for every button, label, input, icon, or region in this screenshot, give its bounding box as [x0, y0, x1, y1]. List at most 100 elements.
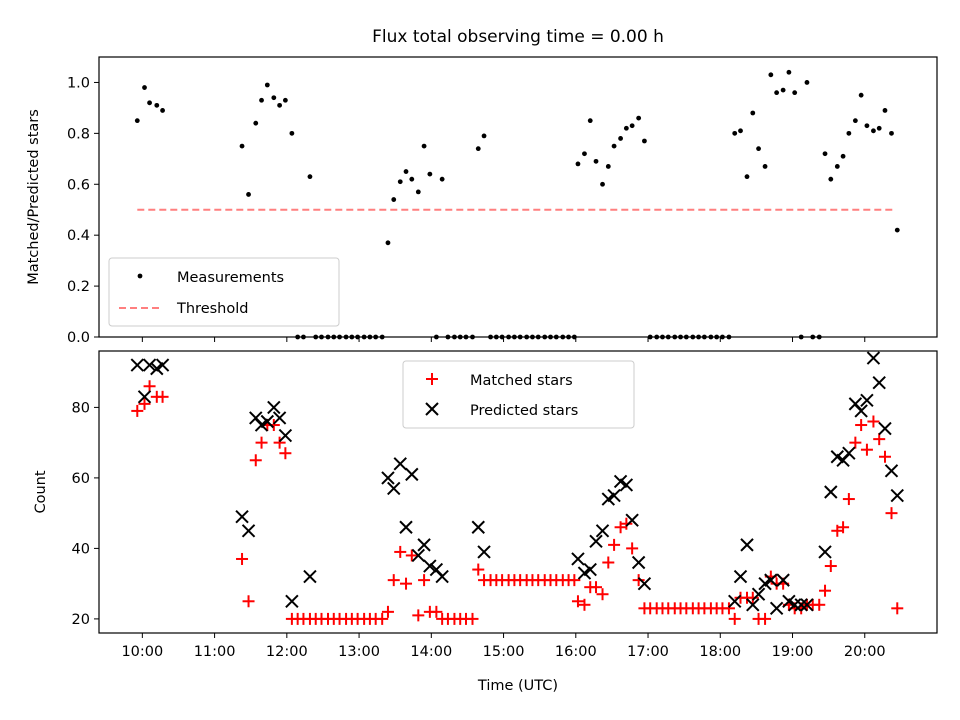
- matched-star-point: [249, 454, 262, 467]
- measurement-point: [421, 143, 427, 149]
- measurement-point: [147, 100, 152, 106]
- measurement-point: [154, 102, 160, 108]
- matched-star-point: [590, 581, 603, 594]
- matched-star-point: [255, 436, 268, 449]
- measurement-point: [889, 130, 894, 136]
- predicted-star-point: [607, 488, 621, 503]
- measurement-point: [876, 125, 882, 131]
- legend-matched-label: Matched stars: [470, 373, 573, 389]
- bottom-x-tick-label: 14:00: [410, 644, 452, 660]
- predicted-star-point: [764, 573, 778, 587]
- bottom-x-tick-label: 13:00: [338, 644, 380, 660]
- predicted-star-point: [854, 404, 868, 418]
- measurement-point: [587, 118, 593, 124]
- bottom-x-tick-label: 16:00: [555, 644, 597, 660]
- predicted-star-point: [728, 594, 742, 608]
- predicted-star-point: [387, 481, 401, 496]
- matched-star-point: [837, 521, 850, 534]
- matched-star-point: [632, 574, 645, 587]
- matched-star-point: [236, 552, 249, 565]
- top-y-tick-label: 0.6: [67, 177, 90, 193]
- top-legend: Measurements Threshold: [108, 257, 340, 327]
- bottom-x-tick-label: 15:00: [483, 644, 525, 660]
- measurement-point: [864, 123, 870, 129]
- measurement-point: [593, 158, 599, 164]
- top-panel: 0.0 0.2 0.4 0.6 0.8 1.0 Matched/Predicted sta…: [26, 56, 938, 346]
- predicted-star-point: [740, 538, 754, 552]
- predicted-star-point: [746, 598, 760, 612]
- matched-star-point: [819, 584, 832, 597]
- legend-measurements-label: Measurements: [177, 270, 284, 286]
- measurement-point: [277, 102, 283, 108]
- matched-star-point: [568, 574, 581, 587]
- measurement-point: [134, 118, 140, 124]
- predicted-star-point: [595, 524, 610, 538]
- measurement-point: [871, 128, 876, 134]
- measurement-point: [289, 130, 295, 136]
- measurement-point: [792, 90, 798, 96]
- top-y-tick-label: 0.8: [67, 126, 90, 142]
- matched-star-point: [728, 612, 741, 625]
- predicted-star-point: [260, 414, 275, 429]
- matched-star-point: [405, 549, 418, 562]
- top-y-axis-label: Matched/Predicted stars: [26, 109, 42, 285]
- matched-star-point: [596, 588, 609, 601]
- measurement-point: [834, 164, 840, 169]
- measurement-point: [475, 146, 481, 152]
- matched-star-point: [394, 545, 407, 558]
- matched-star-point: [885, 507, 898, 520]
- measurement-point: [427, 171, 433, 177]
- top-y-axis: 0.0 0.2 0.4 0.6 0.8 1.0: [67, 75, 99, 346]
- measurement-point: [409, 176, 415, 182]
- matched-star-point: [376, 612, 389, 625]
- measurement-point: [611, 143, 617, 149]
- bottom-plot-area: [130, 351, 904, 625]
- predicted-star-point: [423, 559, 437, 573]
- top-y-tick-label: 0.4: [67, 228, 90, 244]
- bottom-legend: Matched stars Predicted stars: [402, 360, 635, 429]
- matched-star-point: [842, 493, 855, 506]
- matched-star-point: [867, 415, 880, 428]
- predicted-star-point: [285, 594, 299, 608]
- matched-star-point: [860, 443, 873, 456]
- top-y-tick-label: 0.0: [67, 330, 90, 346]
- measurement-point: [828, 176, 834, 182]
- predicted-star-point: [890, 488, 904, 503]
- predicted-star-point: [155, 358, 170, 372]
- matched-star-point: [156, 390, 169, 403]
- matched-star-point: [571, 595, 584, 608]
- bottom-legend-box: [402, 360, 635, 429]
- matched-star-point: [412, 609, 425, 622]
- measurement-point: [259, 97, 264, 103]
- measurement-point: [822, 151, 828, 157]
- measurement-point: [894, 227, 900, 233]
- predicted-star-point: [241, 524, 256, 538]
- matched-star-point: [891, 602, 904, 615]
- measurement-point: [732, 130, 738, 136]
- legend-predicted-label: Predicted stars: [470, 403, 578, 419]
- predicted-star-point: [884, 464, 899, 478]
- measurement-point: [852, 118, 858, 124]
- bottom-y-axis: 20 40 60 80: [72, 400, 99, 628]
- measurement-point: [636, 115, 642, 121]
- predicted-star-point: [824, 485, 838, 499]
- matched-star-point: [722, 602, 735, 615]
- predicted-star-point: [235, 509, 249, 524]
- measurement-point: [575, 161, 581, 167]
- measurement-point: [642, 138, 647, 144]
- matched-star-point: [131, 404, 144, 417]
- bottom-x-tick-label: 17:00: [627, 644, 669, 660]
- predicted-star-point: [619, 478, 634, 492]
- measurement-point: [629, 123, 635, 129]
- matched-star-point: [849, 436, 862, 449]
- measurement-point: [840, 153, 846, 159]
- matched-star-point: [626, 542, 639, 555]
- matched-star-point: [466, 612, 479, 625]
- measurement-point: [600, 181, 605, 187]
- measurement-point: [385, 240, 391, 246]
- predicted-star-point: [303, 569, 317, 584]
- matched-star-point: [143, 380, 156, 393]
- predicted-star-point: [267, 400, 281, 415]
- measurement-point: [762, 164, 768, 169]
- bottom-x-tick-label: 20:00: [844, 644, 886, 660]
